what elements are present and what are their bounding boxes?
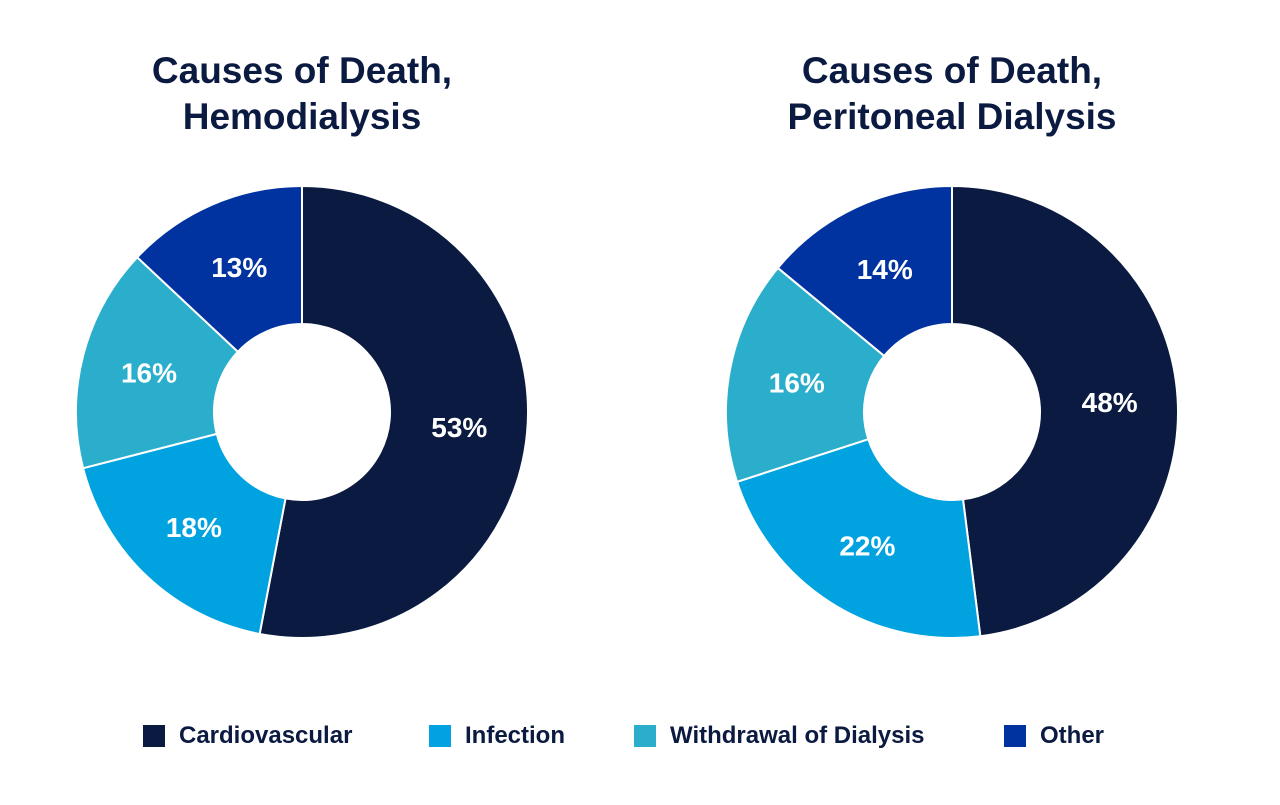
chart-title-peritoneal: Causes of Death, Peritoneal Dialysis bbox=[672, 48, 1232, 140]
legend-item-other: Other bbox=[1004, 722, 1104, 750]
data-label: 18% bbox=[166, 512, 222, 543]
legend-label: Other bbox=[1040, 722, 1105, 749]
donut-slice-cardiovascular bbox=[258, 184, 529, 639]
legend-swatch bbox=[143, 725, 165, 747]
legend-item-withdrawal: Withdrawal of Dialysis bbox=[634, 722, 925, 750]
donut-slice-other bbox=[135, 184, 303, 354]
data-label: 16% bbox=[121, 358, 177, 389]
data-label: 53% bbox=[431, 412, 487, 443]
legend-item-cardiovascular: Cardiovascular bbox=[143, 722, 352, 750]
donut-slice-withdrawal-of-dialysis bbox=[725, 266, 886, 484]
legend-label: Withdrawal of Dialysis bbox=[670, 722, 925, 749]
legend-swatch bbox=[634, 725, 656, 747]
data-label: 16% bbox=[769, 367, 825, 398]
data-label: 13% bbox=[211, 252, 267, 283]
chart-title-hemodialysis: Causes of Death, Hemodialysis bbox=[22, 48, 582, 140]
title-line: Causes of Death, bbox=[151, 50, 453, 91]
data-label: 48% bbox=[1082, 387, 1138, 418]
legend-label: Cardiovascular bbox=[179, 722, 353, 749]
legend: Cardiovascular Infection Withdrawal of D… bbox=[0, 722, 1280, 752]
legend-item-infection: Infection bbox=[429, 722, 565, 750]
donut-slice-other bbox=[776, 184, 953, 358]
title-line: Hemodialysis bbox=[182, 96, 422, 137]
title-line: Peritoneal Dialysis bbox=[787, 96, 1117, 137]
legend-swatch bbox=[429, 725, 451, 747]
donut-slice-cardiovascular bbox=[951, 184, 1179, 638]
title-line: Causes of Death, bbox=[801, 50, 1103, 91]
donut-slice-infection bbox=[81, 432, 287, 636]
legend-label: Infection bbox=[465, 722, 565, 749]
legend-swatch bbox=[1004, 725, 1026, 747]
data-label: 14% bbox=[857, 254, 913, 285]
donut-slice-withdrawal-of-dialysis bbox=[75, 255, 240, 470]
data-label: 22% bbox=[839, 530, 895, 561]
donut-slice-infection bbox=[735, 437, 982, 639]
